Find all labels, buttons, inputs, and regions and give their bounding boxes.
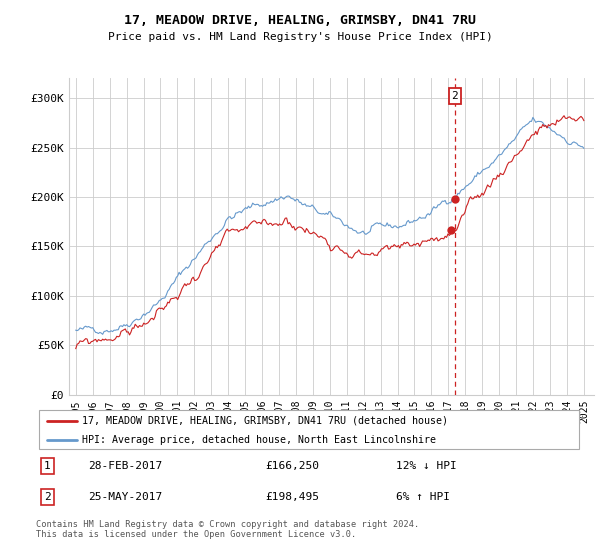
Text: 2: 2	[451, 91, 458, 101]
Text: £198,495: £198,495	[265, 492, 319, 502]
Text: 6% ↑ HPI: 6% ↑ HPI	[397, 492, 451, 502]
Text: 17, MEADOW DRIVE, HEALING, GRIMSBY, DN41 7RU: 17, MEADOW DRIVE, HEALING, GRIMSBY, DN41…	[124, 14, 476, 27]
Text: 2: 2	[44, 492, 51, 502]
Text: 28-FEB-2017: 28-FEB-2017	[88, 461, 162, 470]
Text: 17, MEADOW DRIVE, HEALING, GRIMSBY, DN41 7RU (detached house): 17, MEADOW DRIVE, HEALING, GRIMSBY, DN41…	[82, 416, 448, 426]
Text: 25-MAY-2017: 25-MAY-2017	[88, 492, 162, 502]
Text: HPI: Average price, detached house, North East Lincolnshire: HPI: Average price, detached house, Nort…	[82, 435, 436, 445]
Text: 1: 1	[44, 461, 51, 470]
Text: Price paid vs. HM Land Registry's House Price Index (HPI): Price paid vs. HM Land Registry's House …	[107, 32, 493, 42]
Text: 12% ↓ HPI: 12% ↓ HPI	[397, 461, 457, 470]
FancyBboxPatch shape	[39, 410, 579, 449]
Text: £166,250: £166,250	[265, 461, 319, 470]
Text: Contains HM Land Registry data © Crown copyright and database right 2024.
This d: Contains HM Land Registry data © Crown c…	[36, 520, 419, 539]
